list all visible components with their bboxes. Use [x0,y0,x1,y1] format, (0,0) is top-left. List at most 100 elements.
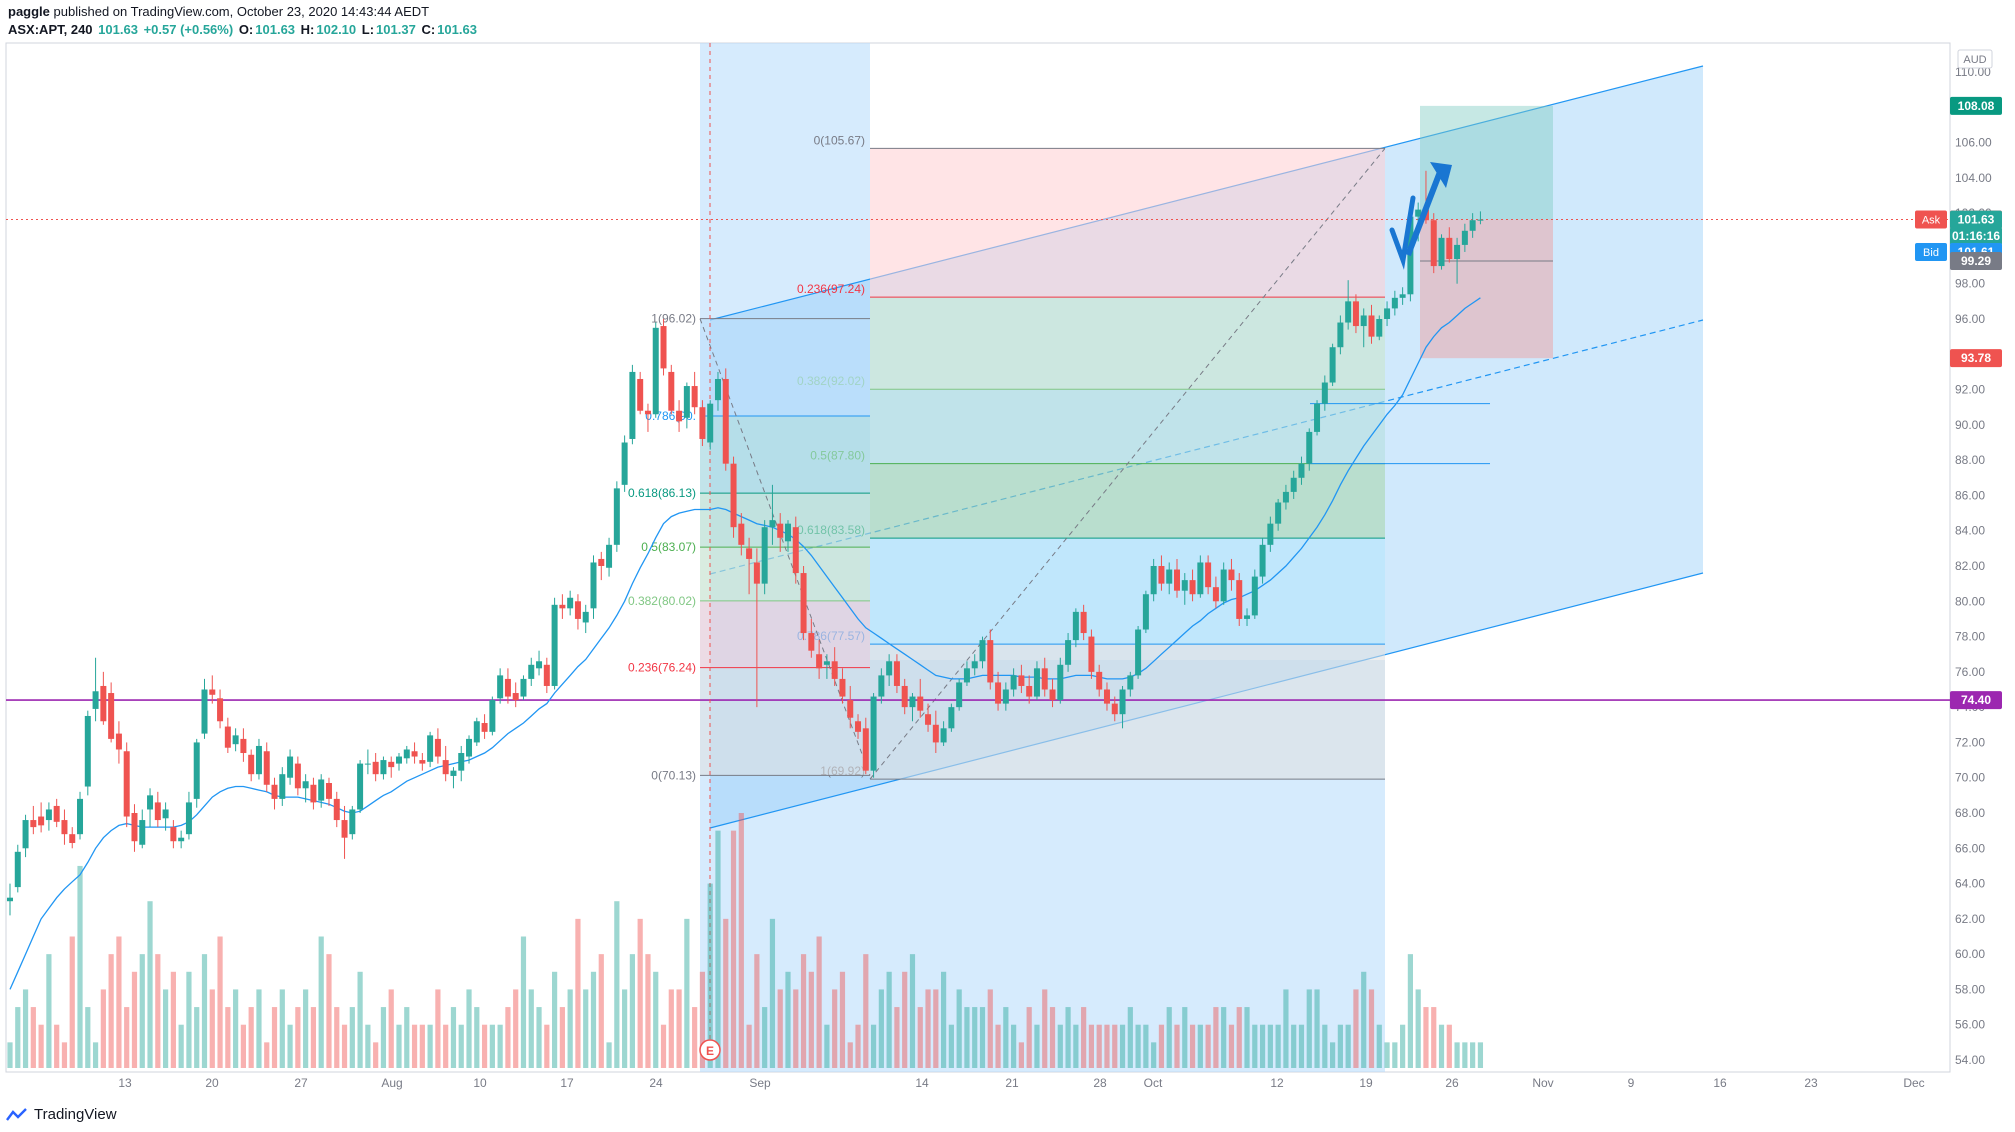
candle-body [1477,219,1484,221]
candle [714,371,721,411]
candle-body [543,664,550,686]
candle [823,654,830,679]
candle-body [1352,301,1359,327]
candle-body [380,760,387,775]
volume-bar [466,989,472,1068]
price-axis-tick: 72.00 [1955,735,1985,749]
price-axis-tick: 70.00 [1955,771,1985,785]
candle [108,682,115,743]
candle-body [707,403,714,443]
candle-body [886,661,893,676]
candle [450,767,457,789]
candle-body [302,781,309,789]
author-name[interactable]: paggle [8,4,50,19]
candle-body [287,756,294,778]
candle [1352,294,1359,334]
volume-bar [1228,1024,1235,1068]
volume-bar [170,971,176,1068]
candle [1010,668,1017,697]
candle-body [769,520,776,528]
candle [660,319,667,376]
candle-body [1275,502,1282,524]
candle [100,671,107,725]
candle-body [1259,544,1266,577]
price-axis-badge-label: 108.08 [1958,99,1995,113]
candle [785,520,791,552]
candle-body [403,749,410,759]
candle [613,481,620,552]
volume-bar [1337,1024,1343,1068]
candle [971,654,978,676]
candle [995,671,1002,711]
candle-body [551,604,558,686]
candle [691,371,698,415]
time-axis-tick: 28 [1093,1076,1107,1090]
candle [1282,484,1289,510]
volume-bar [30,1007,36,1068]
volume-bar [116,936,122,1068]
volume-bar [513,989,519,1068]
candle-body [279,774,286,799]
symbol-label[interactable]: ASX:APT, 240 [8,22,93,37]
volume-bar [816,936,822,1068]
currency-box [1957,49,1993,69]
candle [878,668,885,704]
volume-bar [1470,1042,1476,1068]
price-axis-badge [1950,349,2002,368]
volume-bar [622,989,628,1068]
candle-body [613,488,620,545]
candle-body [248,754,255,775]
volume-bar [1376,1024,1382,1068]
tradingview-footer[interactable]: TradingView [6,1106,117,1123]
fib-right-band [870,644,1385,780]
candle [893,654,900,694]
candle-body [30,820,37,828]
price-axis-badge-label: 74.40 [1961,693,1991,707]
candle [69,827,76,849]
candle-body [831,661,838,679]
volume-bar [139,954,145,1068]
candle [139,809,146,849]
candle-body [1119,689,1126,715]
volume-bar [474,1007,480,1068]
volume-bar [1361,971,1367,1068]
volume-bar [1291,1024,1297,1068]
volume-bar [559,1007,565,1068]
candle-body [325,783,332,799]
publish-info: paggle published on TradingView.com, Oct… [8,4,429,19]
candle-body [995,682,1002,704]
candle [1150,558,1157,602]
price-axis-badge-label: 99.29 [1961,254,1991,268]
candle-body [1080,611,1087,634]
candle [1228,558,1235,591]
candle-body [442,760,449,775]
volume-bar [684,918,690,1068]
candle [574,594,581,630]
volume-bar [178,1024,184,1068]
volume-bar [645,954,651,1068]
candle-body [948,707,955,729]
candle [403,745,410,764]
candle-body [357,763,364,810]
volume-bar [1353,989,1359,1068]
price-axis-tick: 98.00 [1955,277,1985,291]
volume-bar [762,1007,768,1068]
price-tag-label: Bid [1923,247,1939,259]
time-axis-tick: 23 [1804,1076,1818,1090]
volume-bar [124,1007,130,1068]
fib-right-trend-line [869,148,1386,780]
volume-bar [303,989,309,1068]
volume-bar [1415,989,1421,1068]
volume-bar [1330,1042,1336,1068]
candle-body [1461,230,1468,245]
volume-bar [419,1024,425,1068]
candle [434,728,441,764]
candle [683,382,690,429]
candle [170,820,177,849]
candle-body [606,544,613,568]
volume-bar [1431,1007,1437,1068]
candle-body [909,696,916,708]
fib-left-level-label: 0.5(83.07) [641,540,696,554]
time-axis-tick: 9 [1628,1076,1635,1090]
